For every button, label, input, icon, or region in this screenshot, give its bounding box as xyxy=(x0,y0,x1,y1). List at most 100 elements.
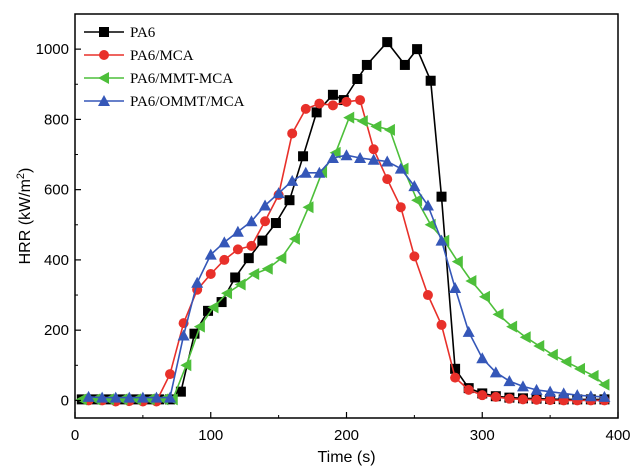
data-point-pa6-ommt-mca xyxy=(598,390,611,402)
data-point-pa6-mca xyxy=(314,98,325,109)
data-point-pa6-mca xyxy=(490,391,501,402)
data-point-pa6-mmt-mca xyxy=(193,320,205,333)
data-point-pa6-mmt-mca xyxy=(343,111,355,124)
data-point-pa6 xyxy=(361,59,372,70)
legend-swatch-marker xyxy=(99,27,109,37)
data-point-pa6-ommt-mca xyxy=(82,390,95,402)
data-point-pa6-ommt-mca xyxy=(503,375,516,387)
data-point-pa6-mca xyxy=(517,394,528,405)
legend-entry-pa6-mmt-mca: PA6/MMT-MCA xyxy=(84,71,233,87)
data-point-pa6-mca xyxy=(395,202,406,213)
legend-entry-pa6-mca: PA6/MCA xyxy=(84,48,194,64)
data-point-pa6-mmt-mca xyxy=(560,355,572,368)
data-point-pa6-ommt-mca xyxy=(299,166,312,178)
data-point-pa6-ommt-mca xyxy=(367,153,380,165)
x-tick-label: 400 xyxy=(605,427,630,444)
data-point-pa6-mca xyxy=(165,369,176,380)
data-point-pa6-mca xyxy=(246,240,257,251)
data-point-pa6 xyxy=(243,253,254,264)
data-point-pa6-mmt-mca xyxy=(506,320,518,333)
legend-entry-pa6: PA6 xyxy=(84,25,156,41)
series-pa6 xyxy=(76,37,610,405)
data-point-pa6 xyxy=(284,195,295,206)
data-point-pa6-ommt-mca xyxy=(231,225,244,237)
legend-swatch-marker xyxy=(98,72,109,84)
y-tick-label: 1000 xyxy=(36,41,69,58)
data-point-pa6-ommt-mca xyxy=(435,234,448,246)
data-point-pa6-mmt-mca xyxy=(478,290,490,303)
data-point-pa6-ommt-mca xyxy=(218,236,231,248)
data-point-pa6 xyxy=(399,59,410,70)
data-point-pa6-mmt-mca xyxy=(370,120,382,133)
data-point-pa6-mca xyxy=(219,254,230,265)
data-point-pa6-ommt-mca xyxy=(544,385,557,397)
data-point-pa6-mmt-mca xyxy=(207,301,219,314)
data-point-pa6-mca xyxy=(504,393,515,404)
legend-entry-pa6-ommt-mca: PA6/OMMT/MCA xyxy=(84,94,245,110)
data-point-pa6 xyxy=(270,218,281,229)
legend: PA6 PA6/MCA PA6/MMT-MCA PA6/OMMT/MCA xyxy=(84,25,245,110)
data-point-pa6-mca xyxy=(232,244,243,255)
data-point-pa6 xyxy=(257,235,268,246)
data-point-pa6 xyxy=(382,37,393,48)
data-point-pa6-mca xyxy=(355,95,366,106)
data-point-pa6-ommt-mca xyxy=(489,366,502,378)
x-tick-label: 0 xyxy=(71,427,79,444)
data-point-pa6 xyxy=(216,297,227,308)
data-point-pa6-mca xyxy=(436,319,447,330)
data-point-pa6-mmt-mca xyxy=(598,378,610,391)
data-point-pa6-mmt-mca xyxy=(383,123,395,136)
data-point-pa6-mca xyxy=(409,251,420,262)
data-point-pa6-mmt-mca xyxy=(288,232,300,245)
data-point-pa6 xyxy=(203,305,214,316)
legend-label: PA6/MMT-MCA xyxy=(130,71,233,87)
data-point-pa6-ommt-mca xyxy=(557,387,570,399)
data-point-pa6-mca xyxy=(341,96,352,107)
data-point-pa6-mca xyxy=(531,394,542,405)
y-tick-label: 600 xyxy=(44,182,69,199)
data-point-pa6-mmt-mca xyxy=(424,218,436,231)
data-point-pa6-ommt-mca xyxy=(571,389,584,401)
y-tick-label: 0 xyxy=(61,392,69,409)
y-tick-label: 200 xyxy=(44,322,69,339)
series-line-pa6-ommt-mca xyxy=(88,154,605,399)
data-point-pa6-mmt-mca xyxy=(356,115,368,128)
legend-swatch-marker xyxy=(98,95,110,106)
data-point-pa6-ommt-mca xyxy=(109,391,122,403)
data-point-pa6-ommt-mca xyxy=(462,325,475,337)
data-point-pa6-mmt-mca xyxy=(546,348,558,361)
data-point-pa6-ommt-mca xyxy=(421,199,434,211)
data-point-pa6-ommt-mca xyxy=(96,391,109,403)
series-pa6-mmt-mca xyxy=(75,111,610,406)
data-point-pa6-ommt-mca xyxy=(150,391,163,403)
x-tick-label: 200 xyxy=(334,427,359,444)
data-point-pa6-mca xyxy=(300,103,311,114)
data-point-pa6-ommt-mca xyxy=(177,329,190,341)
data-point-pa6-mmt-mca xyxy=(519,331,531,344)
data-point-pa6-mmt-mca xyxy=(261,262,273,275)
data-point-pa6-mmt-mca xyxy=(180,359,192,372)
series-pa6-ommt-mca xyxy=(82,149,611,403)
legend-label: PA6/OMMT/MCA xyxy=(130,94,245,110)
y-axis-label: HRR (kW/m2) xyxy=(15,168,34,265)
data-point-pa6-mmt-mca xyxy=(302,201,314,214)
data-point-pa6-mca xyxy=(477,390,488,401)
data-point-pa6 xyxy=(352,73,363,84)
data-point-pa6-ommt-mca xyxy=(313,166,326,178)
data-point-pa6 xyxy=(189,328,200,339)
data-point-pa6-ommt-mca xyxy=(164,391,177,403)
data-point-pa6-ommt-mca xyxy=(476,352,489,364)
data-point-pa6-mca xyxy=(450,372,461,383)
data-point-pa6-ommt-mca xyxy=(259,199,272,211)
x-tick-label: 300 xyxy=(470,427,495,444)
data-point-pa6-ommt-mca xyxy=(530,383,543,395)
x-axis-label: Time (s) xyxy=(317,449,375,466)
data-point-pa6-mmt-mca xyxy=(75,393,87,406)
series-layer xyxy=(75,37,611,407)
data-point-pa6-mca xyxy=(382,174,393,185)
data-point-pa6-ommt-mca xyxy=(381,155,394,167)
series-line-pa6-mca xyxy=(88,99,605,403)
data-point-pa6 xyxy=(327,89,338,100)
data-point-pa6 xyxy=(412,44,423,55)
